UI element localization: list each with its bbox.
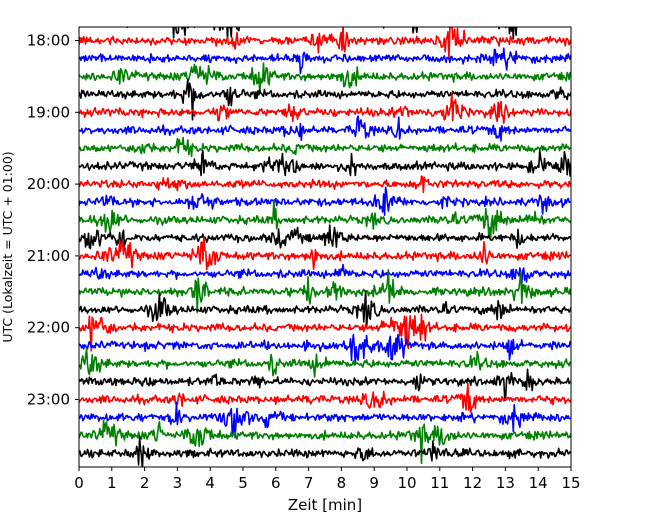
trace-group <box>79 27 571 467</box>
trace-line <box>79 136 571 158</box>
x-tick-label: 8 <box>337 474 347 492</box>
trace-line <box>79 186 571 216</box>
y-tick-label: 22:00 <box>27 319 70 337</box>
x-tick-label: 15 <box>561 474 580 492</box>
y-tick-label: 18:00 <box>27 32 70 50</box>
trace-line <box>79 175 571 194</box>
x-tick-label: 10 <box>397 474 416 492</box>
x-tick-label: 0 <box>74 474 84 492</box>
x-tick-label: 5 <box>238 474 248 492</box>
trace-line <box>79 419 571 464</box>
plot-frame <box>78 26 572 468</box>
y-tick-label: 23:00 <box>27 391 70 409</box>
y-axis-label: UTC (Lokalzeit = UTC + 01:00) <box>0 151 15 342</box>
x-tick-label: 9 <box>369 474 379 492</box>
trace-line <box>79 78 571 121</box>
trace-line <box>79 236 571 271</box>
x-tick-label: 6 <box>271 474 281 492</box>
trace-line <box>79 368 571 402</box>
x-tick-label: 1 <box>107 474 117 492</box>
x-tick-label: 11 <box>430 474 449 492</box>
trace-line <box>126 27 518 41</box>
trace-line <box>79 333 571 366</box>
y-tick-label: 21:00 <box>27 247 70 265</box>
trace-line <box>79 313 571 352</box>
trace-line <box>79 200 571 240</box>
trace-line <box>79 347 571 378</box>
x-tick-label: 13 <box>496 474 515 492</box>
trace-line <box>79 401 571 439</box>
trace-line <box>79 263 571 284</box>
x-tick-label: 14 <box>529 474 548 492</box>
x-tick-label: 3 <box>173 474 183 492</box>
trace-line <box>79 47 571 75</box>
trace-line <box>79 62 571 95</box>
x-axis: 0 1 2 3 4 5 6 7 8 9 10 11 12 13 14 15 <box>74 467 581 492</box>
trace-line <box>79 290 571 329</box>
trace-line <box>79 269 571 314</box>
x-tick-label: 7 <box>304 474 314 492</box>
y-tick-label: 20:00 <box>27 175 70 193</box>
y-tick-label: 19:00 <box>27 103 70 121</box>
trace-line <box>79 148 571 177</box>
trace-line <box>79 382 571 413</box>
y-axis: 18:00 19:00 20:00 21:00 22:00 23:00 <box>27 32 79 409</box>
trace-line <box>79 224 571 250</box>
trace-line <box>79 91 571 124</box>
x-axis-label: Zeit [min] <box>288 496 362 514</box>
trace-line <box>79 115 571 142</box>
x-tick-label: 12 <box>463 474 482 492</box>
trace-line <box>79 435 571 467</box>
x-tick-label: 4 <box>205 474 215 492</box>
trace-line <box>79 27 571 61</box>
x-tick-label: 2 <box>140 474 150 492</box>
